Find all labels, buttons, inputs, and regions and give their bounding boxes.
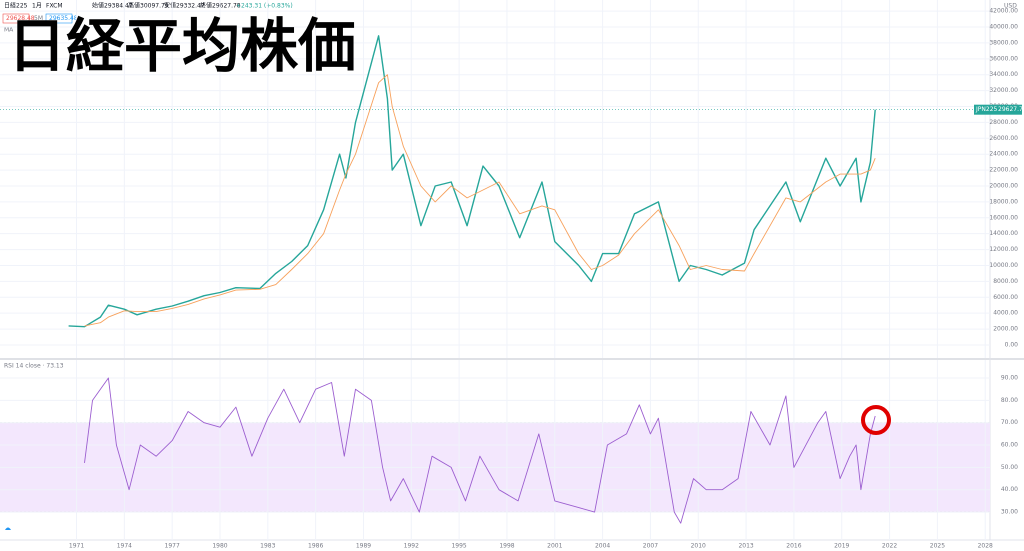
- y-tick-label: 10000.00: [989, 262, 1018, 269]
- y-tick-label: 42000.00: [989, 8, 1018, 15]
- interval: 1月: [32, 3, 42, 10]
- x-tick-label: 1998: [499, 543, 514, 550]
- y-tick-label: 18000.00: [989, 198, 1018, 205]
- x-tick-label: 2010: [691, 543, 706, 550]
- change: +243.31 (+0.83%): [236, 3, 293, 10]
- y-tick-label: 60.00: [1001, 442, 1018, 449]
- y-tick-label: 36000.00: [989, 55, 1018, 62]
- price-tag: JPN225: [975, 106, 998, 113]
- price-value: 29627.78: [998, 106, 1024, 113]
- y-tick-label: 4000.00: [993, 310, 1018, 317]
- x-tick-label: 1995: [451, 543, 466, 550]
- ohlc: 安値29332.47: [164, 2, 205, 10]
- overlay-title: 日経平均株価: [8, 12, 356, 80]
- ma-label: MA: [4, 27, 14, 34]
- x-tick-label: 2019: [834, 543, 849, 550]
- x-tick-label: 1992: [404, 543, 419, 550]
- y-tick-label: 80.00: [1001, 397, 1018, 404]
- highlight-circle: [861, 405, 891, 435]
- bid-box[interactable]: [2, 13, 30, 24]
- x-tick-label: 1986: [308, 543, 323, 550]
- y-tick-label: 40.00: [1001, 486, 1018, 493]
- x-tick-label: 1971: [69, 543, 84, 550]
- x-tick-label: 2001: [547, 543, 562, 550]
- price-tag-box: [974, 104, 1022, 115]
- y-tick-label: 38000.00: [989, 39, 1018, 46]
- y-tick-label: 14000.00: [989, 230, 1018, 237]
- header: 日経225 1月 FXCM 始値29384.47 高値30097.79 安値29…: [2, 2, 1017, 34]
- y-tick-label: 40000.00: [989, 24, 1018, 31]
- source: FXCM: [46, 3, 63, 10]
- data-line: [84, 377, 876, 524]
- data-line: [84, 74, 876, 327]
- ohlc: 高値30097.79: [128, 2, 169, 10]
- x-tick-label: 2004: [595, 543, 610, 550]
- bid: 29628.48: [6, 15, 35, 22]
- currency: USD: [1004, 3, 1017, 10]
- x-tick-label: 2013: [738, 543, 753, 550]
- ask: 29635.48: [49, 15, 78, 22]
- spread: 5M: [34, 15, 43, 22]
- x-tick-label: 1977: [165, 543, 180, 550]
- x-tick-label: 2016: [786, 543, 801, 550]
- symbol: 日経225: [4, 2, 28, 10]
- ask-box[interactable]: [45, 13, 73, 24]
- x-tick-label: 1974: [117, 543, 132, 550]
- y-tick-label: 30.00: [1001, 509, 1018, 516]
- x-tick-label: 1980: [212, 543, 227, 550]
- y-tick-label: 28000.00: [989, 119, 1018, 126]
- y-tick-label: 50.00: [1001, 464, 1018, 471]
- x-tick-label: 1989: [356, 543, 371, 550]
- y-tick-label: 32000.00: [989, 87, 1018, 94]
- x-tick-label: 2007: [643, 543, 658, 550]
- y-tick-label: 20000.00: [989, 182, 1018, 189]
- y-tick-label: 6000.00: [993, 294, 1018, 301]
- rsi-title: RSI 14 close · 73.13: [4, 363, 64, 370]
- y-tick-label: 70.00: [1001, 419, 1018, 426]
- y-tick-label: 8000.00: [993, 278, 1018, 285]
- x-tick-label: 2028: [978, 543, 993, 550]
- y-tick-label: 90.00: [1001, 375, 1018, 382]
- y-tick-label: 0.00: [1005, 341, 1019, 348]
- y-tick-label: 26000.00: [989, 135, 1018, 142]
- y-tick-label: 22000.00: [989, 167, 1018, 174]
- x-tick-label: 1983: [260, 543, 275, 550]
- x-tick-label: 2025: [930, 543, 945, 550]
- y-tick-label: 2000.00: [993, 326, 1018, 333]
- data-line: [68, 35, 876, 328]
- y-tick-label: 34000.00: [989, 71, 1018, 78]
- ohlc: 始値29384.47: [92, 2, 133, 10]
- x-tick-label: 2022: [882, 543, 897, 550]
- y-tick-label: 16000.00: [989, 214, 1018, 221]
- y-tick-label: 24000.00: [989, 151, 1018, 158]
- logo: [5, 527, 11, 530]
- y-tick-label: 12000.00: [989, 246, 1018, 253]
